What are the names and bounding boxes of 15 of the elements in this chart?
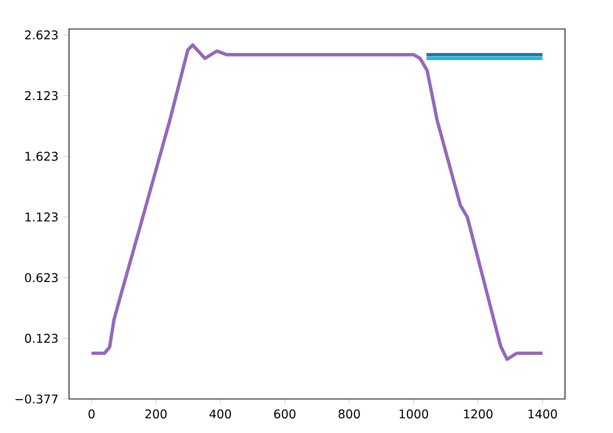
y-tick-label: 1.123: [26, 212, 58, 222]
y-tick-label: 2.123: [25, 91, 58, 100]
x-tick-label: 400: [210, 409, 232, 418]
y-tick-label: 0.123: [25, 334, 58, 343]
y-tick-label: 2.623: [25, 30, 58, 40]
y-tick-label: 1.623: [26, 152, 58, 161]
x-tick-label: 1200: [464, 409, 493, 418]
x-tick-label: 600: [274, 409, 296, 418]
x-tick-label: 800: [338, 409, 360, 418]
x-tick-label: 0: [88, 409, 95, 418]
x-tick-label: 1400: [528, 409, 557, 418]
y-tick-label: −0.377: [15, 394, 58, 404]
x-tick-label: 200: [145, 409, 167, 418]
y-tick-label: 0.623: [25, 273, 58, 282]
x-tick-label: 1000: [400, 409, 428, 418]
